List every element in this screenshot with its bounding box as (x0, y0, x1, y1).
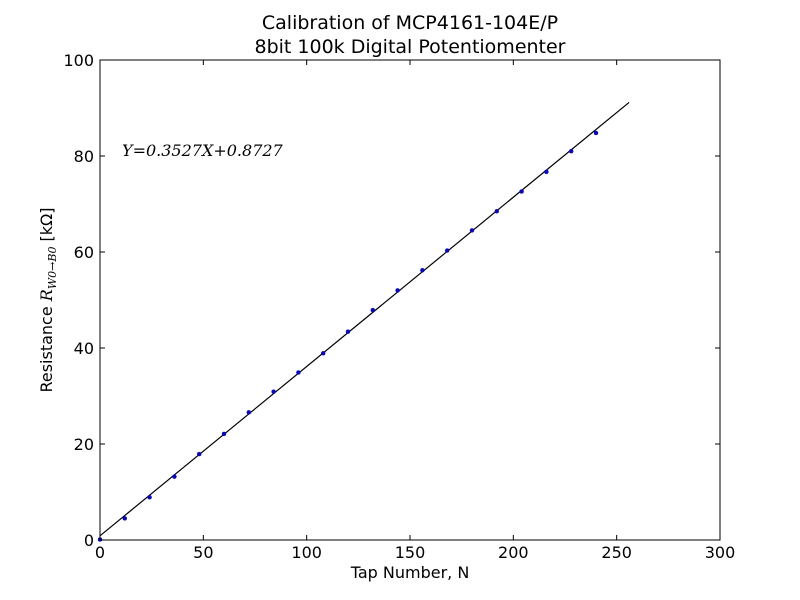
data-point (395, 288, 400, 293)
data-point (569, 148, 574, 154)
x-tick-label: 300 (705, 543, 736, 562)
y-axis-label-var: R (37, 289, 56, 302)
y-axis-label-prefix: Resistance (37, 301, 56, 392)
fit-equation-annotation: Y=0.3527X+0.8727 (122, 141, 284, 160)
y-axis-label: Resistance RW0→B0 [kΩ] (37, 207, 59, 392)
y-tick-label: 0 (84, 531, 94, 550)
data-point (172, 474, 177, 479)
x-tick-label: 0 (95, 543, 105, 562)
ticks-layer: 0 50 100 150 200 250 300 0 20 40 60 80 100 (63, 51, 735, 562)
data-point (321, 351, 326, 356)
data-point (147, 495, 152, 500)
x-tick-label: 50 (193, 543, 213, 562)
y-axis-label-unit: [kΩ] (37, 207, 56, 246)
data-point (345, 329, 351, 334)
x-tick-label: 250 (601, 543, 632, 562)
data-points-layer (97, 130, 599, 542)
y-tick-label: 100 (63, 51, 94, 70)
x-tick-label: 150 (395, 543, 426, 562)
data-point (469, 228, 475, 233)
fit-line-layer (99, 101, 630, 537)
chart-title: Calibration of MCP4161-104E/P (262, 12, 558, 34)
data-point (196, 451, 202, 457)
data-point (221, 431, 227, 437)
data-point (445, 248, 450, 253)
x-tick-label: 200 (498, 543, 529, 562)
data-point (544, 169, 549, 175)
data-point (519, 189, 524, 194)
data-point (494, 208, 499, 214)
y-tick-label: 60 (74, 243, 94, 262)
data-point (246, 410, 252, 415)
chart-subtitle: 8bit 100k Digital Potentiomenter (254, 36, 565, 58)
y-axis-label-sub: W0→B0 (46, 247, 59, 290)
data-point (271, 389, 276, 394)
y-tick-label: 20 (74, 435, 94, 454)
x-axis-label: Tap Number, N (350, 563, 470, 582)
data-point (296, 370, 301, 375)
data-point (370, 307, 375, 313)
y-tick-label: 80 (74, 147, 94, 166)
data-point (122, 516, 128, 521)
plot-area-frame (99, 59, 721, 541)
data-point (593, 130, 599, 136)
y-tick-label: 40 (74, 339, 94, 358)
fit-line (99, 101, 630, 537)
x-tick-label: 100 (291, 543, 322, 562)
data-point (420, 268, 425, 273)
